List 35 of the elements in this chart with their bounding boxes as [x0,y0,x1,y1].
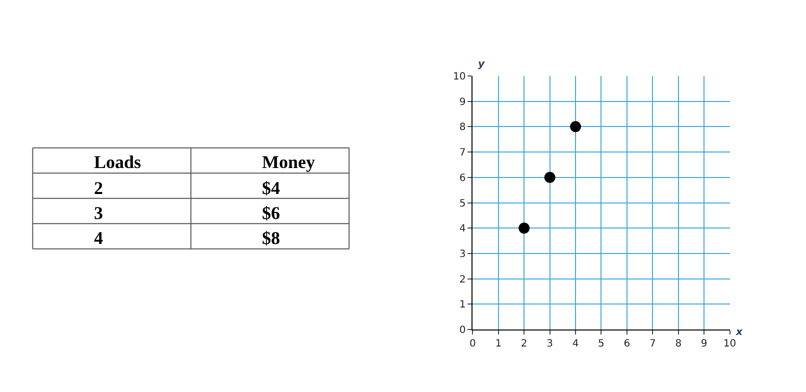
y-tick-label: 8 [459,122,466,134]
point [518,222,530,234]
y-axis-title: y [478,59,485,70]
x-tick-label: 6 [624,338,630,350]
text: 3 [94,203,103,223]
x-tick-label: 1 [495,338,502,350]
x-tick-label: 10 [723,338,736,350]
y-tick-label: 3 [459,248,466,260]
x-tick-label: 5 [598,338,604,350]
text: 4 [94,228,103,248]
text: $8 [262,228,280,248]
y-tick-label: 4 [459,224,466,235]
x-tick-label: 7 [649,338,656,350]
text: $4 [262,178,280,198]
text: $6 [262,203,280,223]
y-tick-label: 10 [452,71,466,82]
y-tick-label: 7 [459,148,466,159]
y-tick-label: 9 [459,96,466,108]
x-tick-label: 8 [675,338,682,350]
y-tick-label: 5 [459,198,466,210]
text: Money [262,152,315,172]
x-tick-label: 0 [470,338,476,350]
x-axis-title: x [735,327,743,338]
y-tick-label: 0 [459,325,466,336]
y-tick-label: 6 [459,172,466,184]
point [544,172,556,183]
text: Loads [94,152,142,172]
y-tick-label: 2 [459,274,466,286]
x-tick-label: 9 [700,338,708,350]
point [570,121,582,132]
x-tick-label: 4 [572,338,579,350]
x-tick-label: 2 [520,338,528,350]
text: 2 [94,178,103,198]
x-tick-label: 3 [546,338,554,350]
y-tick-label: 1 [459,300,466,311]
